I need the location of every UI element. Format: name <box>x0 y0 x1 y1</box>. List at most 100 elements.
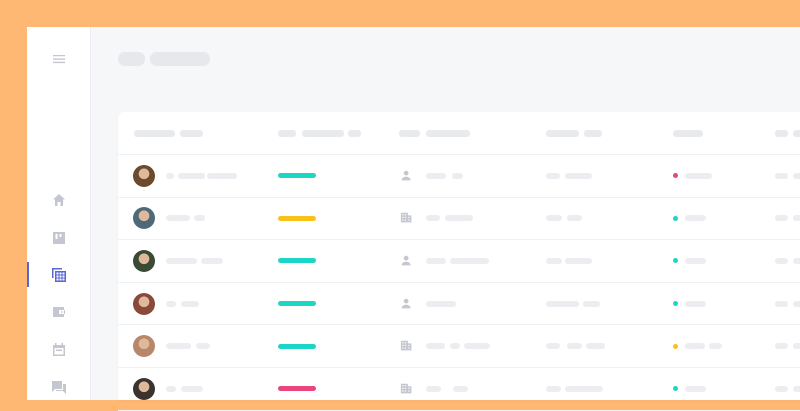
text-placeholder <box>166 257 197 264</box>
text-placeholder <box>426 257 446 264</box>
table-row[interactable] <box>118 155 800 198</box>
text-placeholder <box>348 130 361 137</box>
text-placeholder <box>775 257 788 264</box>
text-placeholder <box>180 130 203 137</box>
text-placeholder <box>565 172 592 179</box>
text-placeholder <box>201 257 223 264</box>
text-placeholder <box>546 172 560 179</box>
text-placeholder <box>775 130 788 137</box>
text-placeholder <box>586 343 605 350</box>
building-icon <box>400 339 414 353</box>
menu-icon[interactable] <box>51 51 67 67</box>
text-placeholder <box>546 257 562 264</box>
text-placeholder <box>793 215 800 222</box>
text-placeholder <box>452 172 463 179</box>
progress-bar <box>278 215 316 221</box>
text-placeholder <box>426 172 446 179</box>
text-placeholder <box>166 172 174 179</box>
text-placeholder <box>181 300 199 307</box>
home-icon[interactable] <box>51 192 67 208</box>
text-placeholder <box>450 343 460 350</box>
table-icon[interactable] <box>51 267 67 283</box>
text-placeholder <box>775 215 788 222</box>
avatar <box>133 335 155 358</box>
text-placeholder <box>565 385 603 392</box>
text-placeholder <box>567 343 582 350</box>
text-placeholder <box>793 343 800 350</box>
calendar-icon[interactable] <box>51 342 67 358</box>
app-window <box>27 27 800 411</box>
text-placeholder <box>426 130 470 137</box>
text-placeholder <box>445 215 473 222</box>
building-icon <box>400 211 414 225</box>
status-dot <box>673 386 678 392</box>
text-placeholder <box>685 215 706 222</box>
text-placeholder <box>196 343 210 350</box>
text-placeholder <box>546 215 562 222</box>
person-icon <box>400 169 414 183</box>
status-dot <box>673 215 678 221</box>
text-placeholder <box>775 300 788 307</box>
text-placeholder <box>194 215 205 222</box>
text-placeholder <box>178 172 205 179</box>
text-placeholder <box>166 343 191 350</box>
text-placeholder <box>685 343 705 350</box>
text-placeholder <box>546 343 560 350</box>
text-placeholder <box>775 172 788 179</box>
board-icon[interactable] <box>51 230 67 246</box>
breadcrumb-placeholder[interactable] <box>150 52 210 66</box>
wallet-icon[interactable] <box>51 304 67 320</box>
text-placeholder <box>181 385 203 392</box>
table-header <box>118 112 800 155</box>
avatar <box>133 292 155 315</box>
text-placeholder <box>709 343 722 350</box>
person-icon <box>400 297 414 311</box>
table-row[interactable] <box>118 325 800 368</box>
table-row[interactable] <box>118 198 800 241</box>
text-placeholder <box>793 130 800 137</box>
text-placeholder <box>583 300 600 307</box>
text-placeholder <box>793 385 800 392</box>
person-icon <box>400 254 414 268</box>
text-placeholder <box>207 172 237 179</box>
progress-bar <box>278 343 316 349</box>
text-placeholder <box>685 257 706 264</box>
progress-bar <box>278 258 316 264</box>
text-placeholder <box>426 385 441 392</box>
text-placeholder <box>793 257 800 264</box>
text-placeholder <box>399 130 420 137</box>
building-icon <box>400 382 414 396</box>
text-placeholder <box>546 385 561 392</box>
table-row[interactable] <box>118 368 800 411</box>
breadcrumb-placeholder[interactable] <box>118 52 145 66</box>
text-placeholder <box>793 300 800 307</box>
avatar <box>133 377 155 400</box>
progress-bar <box>278 173 316 179</box>
text-placeholder <box>546 300 579 307</box>
avatar <box>133 164 155 187</box>
progress-bar <box>278 386 316 392</box>
text-placeholder <box>166 300 176 307</box>
text-placeholder <box>793 172 800 179</box>
text-placeholder <box>134 130 175 137</box>
text-placeholder <box>685 172 712 179</box>
text-placeholder <box>685 385 706 392</box>
status-dot <box>673 173 678 179</box>
text-placeholder <box>453 385 468 392</box>
text-placeholder <box>685 300 706 307</box>
table-row[interactable] <box>118 283 800 326</box>
text-placeholder <box>450 257 489 264</box>
text-placeholder <box>166 215 190 222</box>
text-placeholder <box>166 385 176 392</box>
data-table <box>118 112 800 411</box>
text-placeholder <box>464 343 490 350</box>
sidebar <box>27 27 91 400</box>
text-placeholder <box>565 257 592 264</box>
chat-icon[interactable] <box>51 379 67 395</box>
avatar <box>133 207 155 230</box>
table-row[interactable] <box>118 240 800 283</box>
progress-bar <box>278 301 316 307</box>
active-indicator <box>27 262 29 287</box>
text-placeholder <box>426 343 445 350</box>
avatar <box>133 249 155 272</box>
